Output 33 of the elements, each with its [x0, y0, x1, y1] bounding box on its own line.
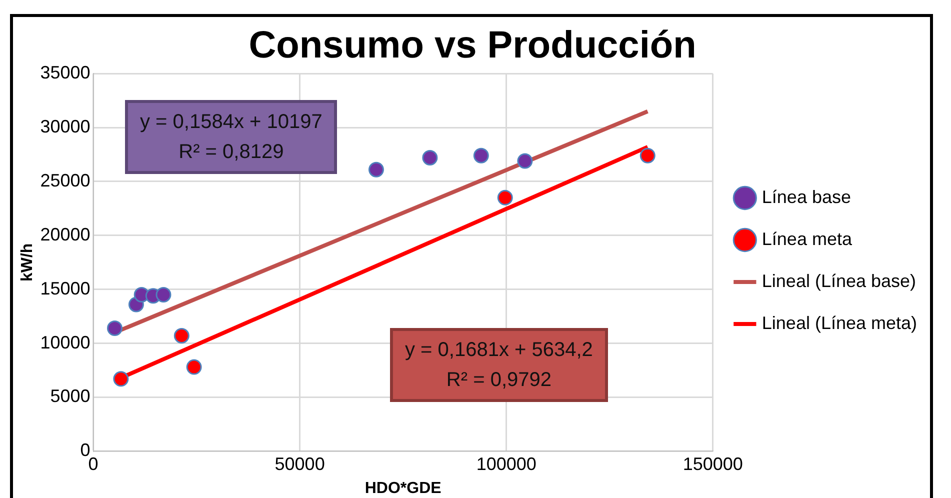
point — [156, 287, 172, 303]
point — [106, 320, 122, 336]
point — [422, 150, 438, 166]
point — [186, 359, 202, 375]
chart-title: Consumo vs Producción — [248, 24, 696, 66]
y-tick-label: 0 — [80, 440, 90, 460]
point — [517, 153, 533, 169]
y-tick-label: 25000 — [40, 170, 90, 190]
point — [113, 371, 129, 387]
x-tick-label: 150000 — [682, 454, 743, 474]
y-tick-label: 20000 — [40, 224, 90, 244]
y-tick-label: 30000 — [40, 116, 90, 137]
annotation: R² = 0,9792 — [445, 368, 552, 393]
y-tick-label: 5000 — [50, 386, 90, 406]
y-tick-label: 15000 — [40, 278, 90, 298]
legend-label: Lineal (Línea meta) — [762, 312, 917, 333]
y-tick-label: 10000 — [40, 332, 90, 352]
y-axis-title: kW/h — [19, 243, 36, 282]
point — [473, 148, 489, 164]
point — [640, 148, 656, 164]
point — [174, 328, 190, 344]
annotation: y = 0,1584x + 10197 — [140, 110, 322, 135]
annotation: R² = 0,8129 — [178, 140, 285, 165]
x-tick-label: 50000 — [274, 454, 325, 474]
legend-label: Línea base — [762, 186, 851, 207]
x-axis-title: HDO*GDE — [364, 480, 442, 497]
point — [497, 190, 513, 206]
legend-label: Lineal (Línea base) — [762, 270, 916, 291]
point — [368, 162, 384, 178]
legend-label: Línea meta — [762, 228, 853, 249]
x-tick-label: 100000 — [476, 454, 536, 474]
y-tick-label: 35000 — [40, 62, 90, 83]
annotation: y = 0,1681x + 5634,2 — [405, 338, 593, 363]
